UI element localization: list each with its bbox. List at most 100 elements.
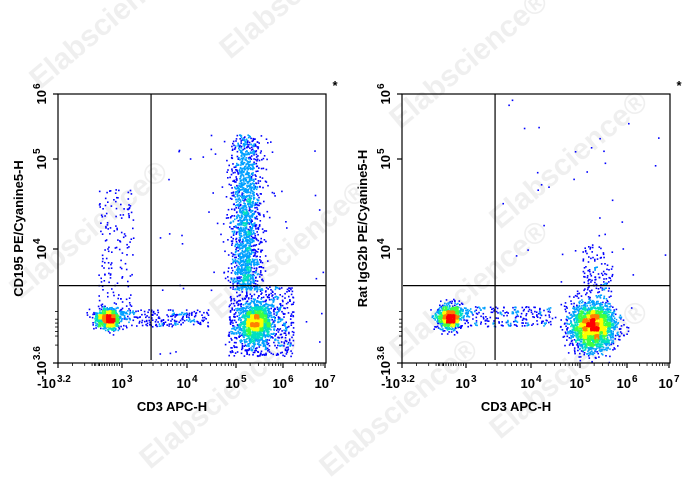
data-point <box>253 188 255 191</box>
data-point <box>263 353 265 356</box>
data-point <box>262 296 265 299</box>
data-point <box>244 196 246 199</box>
data-point <box>292 334 295 336</box>
data-point <box>138 316 141 319</box>
data-point <box>293 331 295 334</box>
data-point <box>117 329 120 332</box>
data-point <box>249 151 252 153</box>
data-point <box>257 239 260 242</box>
data-point <box>237 245 239 248</box>
data-point <box>239 171 241 173</box>
data-point <box>252 168 254 171</box>
data-point <box>265 286 268 289</box>
data-point <box>262 231 265 234</box>
data-point <box>263 155 266 157</box>
data-point <box>98 204 101 206</box>
data-point <box>203 311 205 314</box>
data-point <box>255 255 258 258</box>
data-point <box>234 258 237 261</box>
data-point <box>242 259 245 262</box>
data-point <box>256 160 258 162</box>
data-point <box>253 343 255 345</box>
data-point <box>249 186 251 188</box>
data-point <box>244 344 247 347</box>
data-point <box>262 186 264 189</box>
data-point <box>266 332 269 334</box>
data-point <box>238 328 241 330</box>
data-point <box>259 214 261 216</box>
data-point <box>191 314 193 316</box>
data-point <box>270 141 272 143</box>
data-point <box>118 326 120 329</box>
data-point <box>172 314 175 317</box>
data-point <box>108 314 111 316</box>
data-point <box>186 319 188 321</box>
data-point <box>261 241 263 244</box>
data-point <box>234 186 236 188</box>
watermark-text: Elabscience® <box>383 0 554 135</box>
data-point <box>243 187 245 189</box>
data-point <box>253 224 255 227</box>
data-point <box>248 338 251 340</box>
data-point <box>248 207 251 209</box>
data-point <box>231 230 234 233</box>
data-point <box>240 329 242 331</box>
data-point <box>247 212 250 215</box>
data-point <box>244 215 246 218</box>
data-point <box>243 282 246 285</box>
data-point <box>250 186 253 188</box>
data-point <box>243 229 246 232</box>
data-point <box>287 341 290 344</box>
data-point <box>185 312 188 315</box>
data-point <box>260 327 262 329</box>
data-point <box>247 228 250 231</box>
data-point <box>239 236 242 239</box>
data-point <box>241 273 244 275</box>
data-point <box>144 313 146 316</box>
data-point <box>283 345 285 347</box>
data-point <box>240 319 242 322</box>
data-point <box>106 191 108 194</box>
data-point <box>120 309 123 311</box>
data-point <box>268 339 271 341</box>
data-point <box>261 309 264 312</box>
data-point <box>241 185 243 188</box>
data-point <box>241 151 243 154</box>
data-point <box>240 149 242 152</box>
data-point <box>182 318 184 321</box>
data-point <box>292 321 295 324</box>
data-point <box>250 347 252 349</box>
data-point <box>242 314 245 316</box>
data-point <box>102 323 104 325</box>
data-point <box>239 203 242 206</box>
data-point <box>254 329 257 331</box>
data-point <box>256 314 258 317</box>
data-point <box>250 230 253 232</box>
data-point <box>168 323 171 325</box>
data-point <box>247 281 249 283</box>
data-point <box>262 306 265 308</box>
data-point <box>256 289 259 292</box>
data-point <box>245 279 248 282</box>
data-point <box>160 319 163 322</box>
data-point <box>267 305 269 308</box>
data-point <box>264 300 267 302</box>
data-point <box>249 238 252 241</box>
data-point <box>127 310 129 312</box>
data-point <box>286 349 289 352</box>
data-point <box>259 152 262 154</box>
data-point <box>257 273 259 275</box>
data-point <box>252 329 255 331</box>
data-point <box>115 246 118 249</box>
data-point <box>258 212 261 215</box>
data-point <box>113 230 116 232</box>
data-point <box>246 256 249 258</box>
data-point <box>252 312 255 315</box>
data-point <box>233 215 236 217</box>
data-point <box>252 271 254 273</box>
data-point <box>105 321 107 324</box>
data-point <box>249 233 252 235</box>
data-point <box>288 325 290 328</box>
data-point <box>290 324 293 326</box>
data-point <box>240 283 242 286</box>
